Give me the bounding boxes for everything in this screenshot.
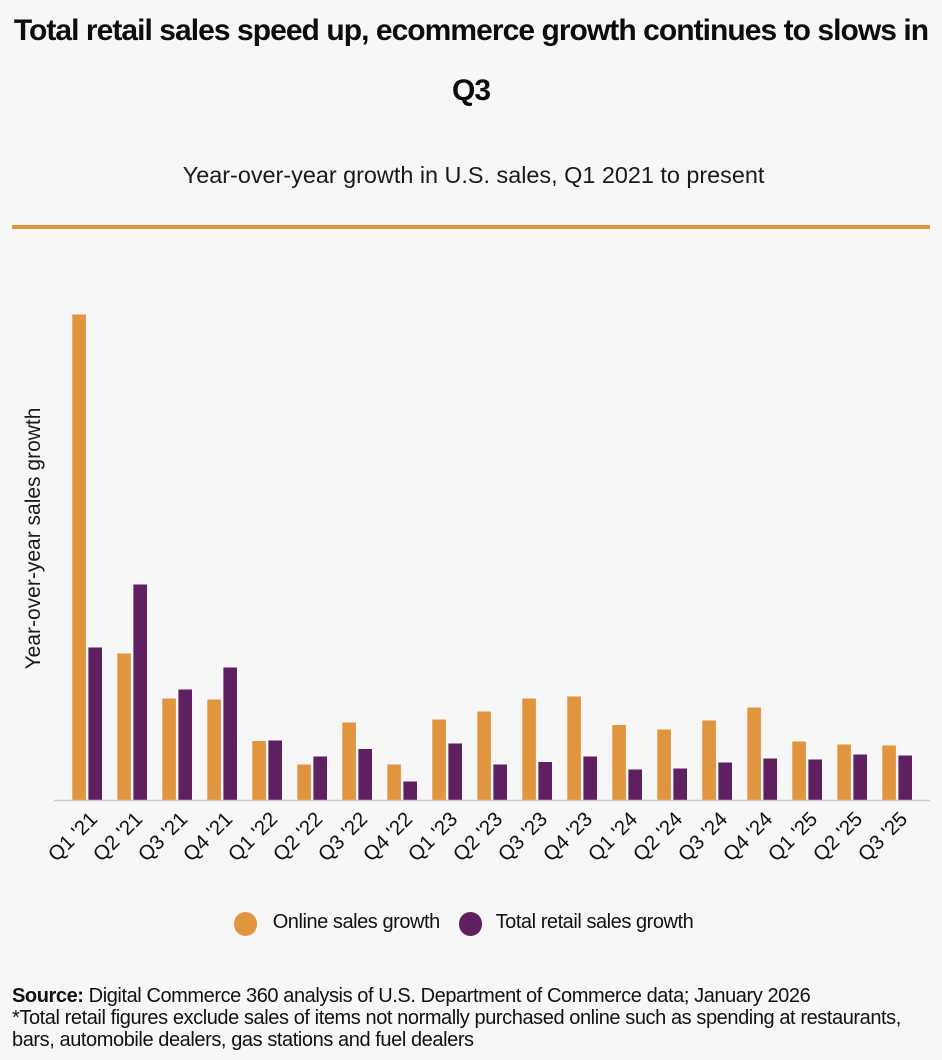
svg-text:Q3 '23: Q3 '23 xyxy=(494,808,553,867)
svg-text:Q4 '22: Q4 '22 xyxy=(359,808,418,867)
svg-text:Q2 '25: Q2 '25 xyxy=(809,808,868,867)
svg-text:Q2 '21: Q2 '21 xyxy=(89,808,148,867)
svg-text:Q1 '21: Q1 '21 xyxy=(44,808,103,867)
svg-text:Q3 '21: Q3 '21 xyxy=(134,808,193,867)
svg-text:Q1 '22: Q1 '22 xyxy=(224,808,283,867)
svg-text:Q2 '22: Q2 '22 xyxy=(269,808,328,867)
svg-text:Q4 '23: Q4 '23 xyxy=(539,808,598,867)
svg-text:Q2 '24: Q2 '24 xyxy=(629,808,688,867)
svg-text:Q4 '24: Q4 '24 xyxy=(719,808,778,867)
svg-text:Q3 '22: Q3 '22 xyxy=(314,808,373,867)
svg-text:Year-over-year sales growth: Year-over-year sales growth xyxy=(22,408,45,670)
svg-text:Q1 '25: Q1 '25 xyxy=(764,808,823,867)
svg-text:Q1 '23: Q1 '23 xyxy=(404,808,463,867)
svg-text:Q4 '21: Q4 '21 xyxy=(179,808,238,867)
svg-text:Q1 '24: Q1 '24 xyxy=(584,808,643,867)
svg-text:Q3 '24: Q3 '24 xyxy=(674,808,733,867)
svg-text:Q2 '23: Q2 '23 xyxy=(449,808,508,867)
svg-text:Q3 '25: Q3 '25 xyxy=(854,808,913,867)
